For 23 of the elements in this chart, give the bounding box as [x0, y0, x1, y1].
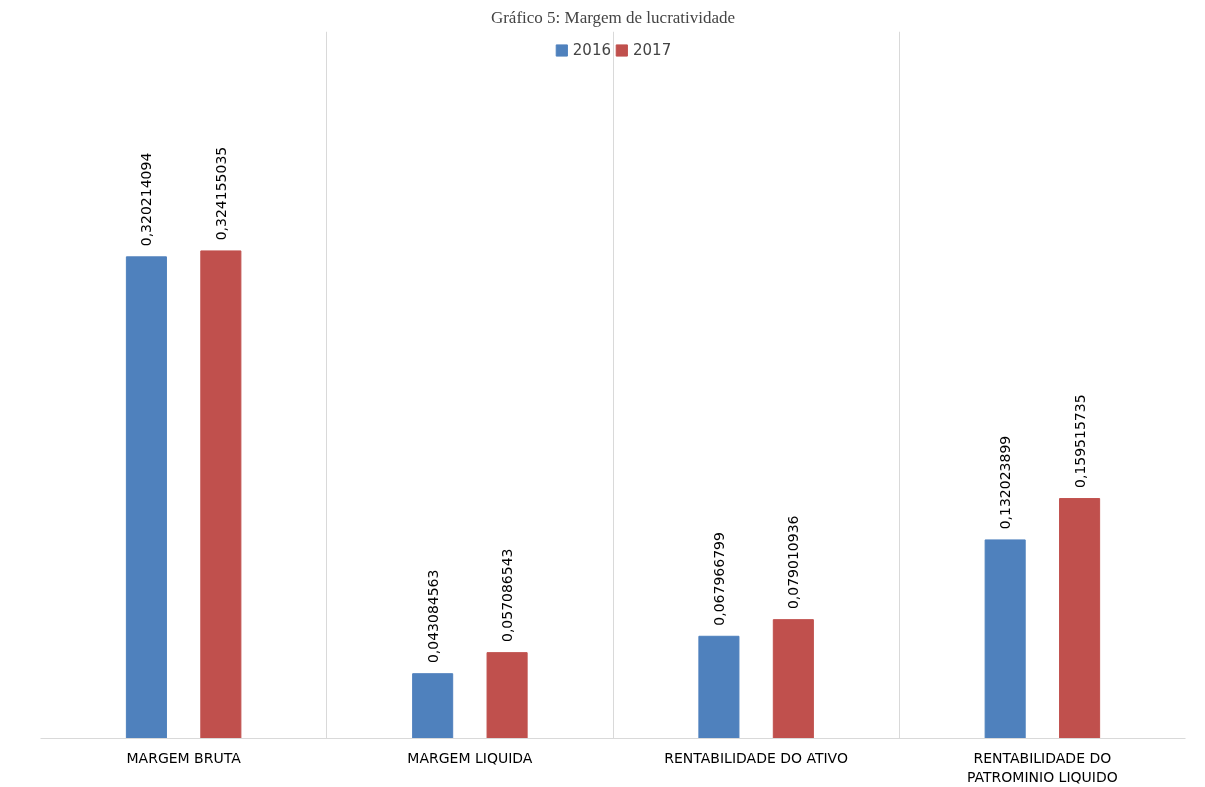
bar: [200, 250, 242, 739]
bar: [984, 539, 1026, 739]
x-tick-label: MARGEM BRUTA: [126, 749, 242, 766]
legend-label: 2016: [572, 41, 611, 59]
data-label: 0,320214094: [138, 152, 155, 247]
data-label: 0,132023899: [997, 435, 1014, 530]
x-tick-label: RENTABILIDADE DO ATIVO: [664, 749, 848, 766]
data-label: 0,043084563: [424, 569, 441, 664]
chart-title: Gráfico 5: Margem de lucratividade: [490, 7, 736, 27]
data-label: 0,067966799: [710, 532, 727, 626]
bar: [698, 635, 740, 739]
data-label: 0,057086543: [499, 548, 516, 643]
data-label: 0,324155035: [212, 146, 229, 241]
data-label: 0,079010936: [785, 515, 802, 610]
bar: [772, 619, 814, 739]
bar: [486, 652, 528, 739]
x-tick-label: MARGEM LIQUIDA: [407, 749, 533, 766]
bar: [1059, 498, 1101, 739]
legend-label: 2017: [633, 41, 672, 59]
bar: [412, 673, 454, 739]
x-tick-label: RENTABILIDADE DO PATROMINIO LIQUIDO: [967, 749, 1118, 785]
data-label: 0,159515735: [1071, 394, 1088, 488]
bar: [125, 256, 167, 739]
